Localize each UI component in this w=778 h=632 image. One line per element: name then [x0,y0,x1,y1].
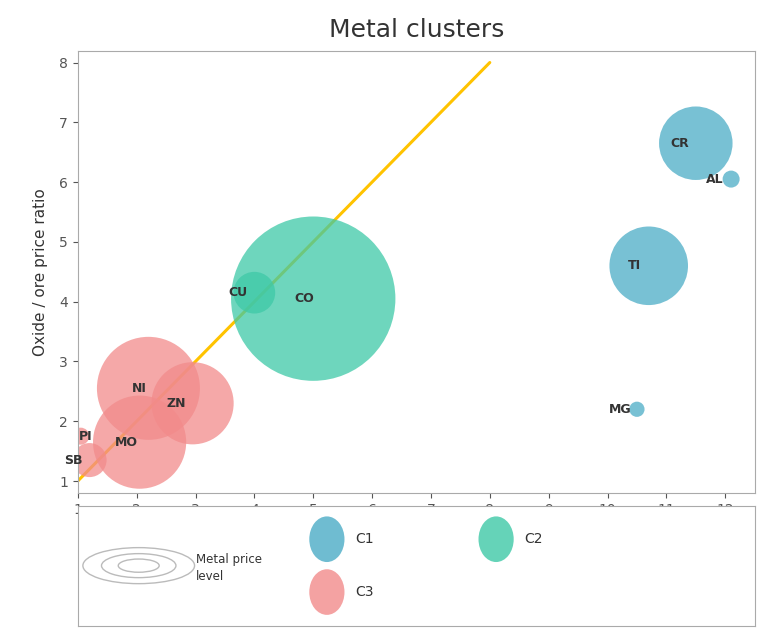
Point [643,261,655,271]
Text: C1: C1 [356,532,374,546]
Text: TI: TI [627,259,640,272]
Text: CU: CU [228,286,247,299]
Ellipse shape [310,516,345,562]
Point [187,398,199,408]
Point [75,431,87,441]
Text: CO: CO [295,292,314,305]
Text: AL: AL [706,173,724,186]
Point [631,404,643,415]
Text: ZN: ZN [166,397,186,410]
Point [248,288,261,298]
Point [133,437,145,447]
X-axis label: Pure metal / ore price ratio): Pure metal / ore price ratio) [310,528,522,543]
Text: Metal price
level: Metal price level [196,553,262,583]
Text: MG: MG [609,403,632,416]
Title: Metal clusters: Metal clusters [328,18,504,42]
Point [307,294,320,304]
Y-axis label: Oxide / ore price ratio: Oxide / ore price ratio [33,188,48,356]
Point [142,383,155,393]
Text: SB: SB [64,454,82,466]
Text: NI: NI [132,382,147,395]
Text: MO: MO [115,435,138,449]
Point [83,455,96,465]
Point [725,174,738,184]
Text: CR: CR [670,137,689,150]
Text: C2: C2 [524,532,543,546]
Ellipse shape [310,569,345,615]
Ellipse shape [478,516,513,562]
Text: PI: PI [79,430,93,442]
Point [689,138,702,149]
Text: C3: C3 [356,585,373,599]
